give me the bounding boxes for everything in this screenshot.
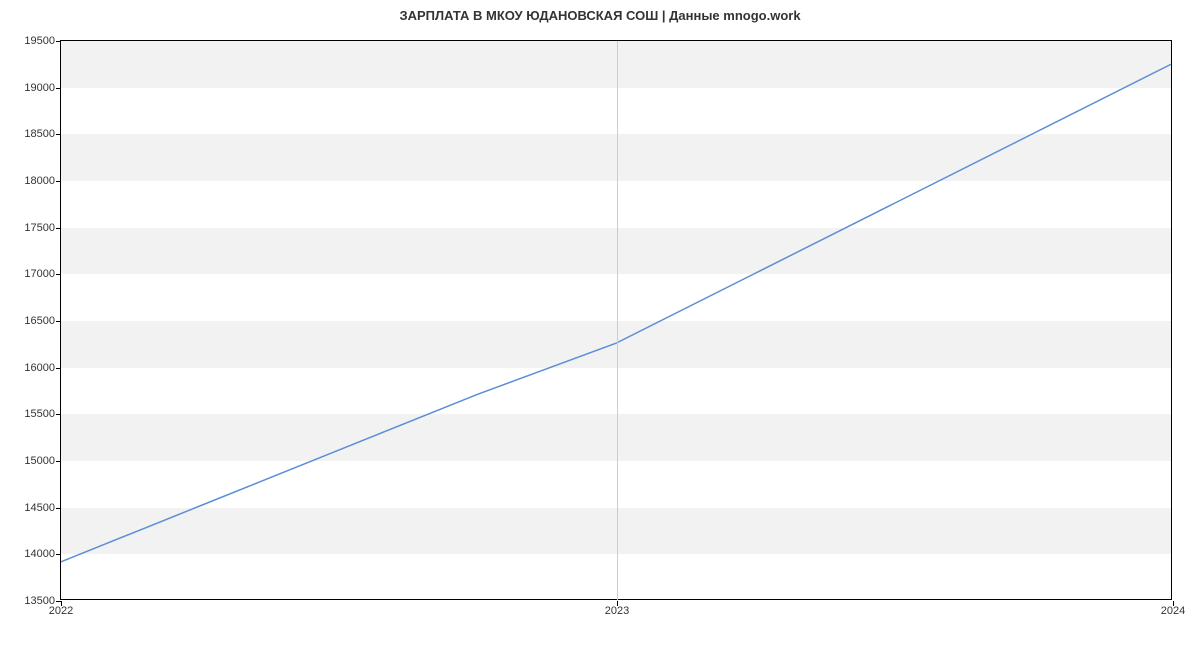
x-tick-mark [1173,601,1174,606]
y-tick-label: 15000 [24,455,55,467]
y-tick-mark [56,508,61,509]
y-tick-label: 19500 [24,35,55,47]
x-tick-mark [61,601,62,606]
y-tick-mark [56,554,61,555]
y-tick-mark [56,181,61,182]
chart-title: ЗАРПЛАТА В МКОУ ЮДАНОВСКАЯ СОШ | Данные … [0,8,1200,23]
y-tick-label: 14000 [24,548,55,560]
y-tick-label: 17500 [24,222,55,234]
plot-area: 1350014000145001500015500160001650017000… [60,40,1172,600]
y-tick-mark [56,228,61,229]
y-tick-label: 16500 [24,315,55,327]
x-tick-label: 2023 [605,605,629,617]
x-tick-label: 2022 [49,605,73,617]
y-tick-mark [56,274,61,275]
y-tick-mark [56,461,61,462]
x-tick-mark [617,601,618,606]
y-tick-label: 16000 [24,362,55,374]
y-tick-label: 14500 [24,502,55,514]
y-tick-mark [56,134,61,135]
y-tick-mark [56,41,61,42]
y-tick-mark [56,414,61,415]
y-tick-mark [56,321,61,322]
y-tick-mark [56,88,61,89]
y-tick-mark [56,368,61,369]
y-tick-label: 18500 [24,128,55,140]
x-gridline [617,41,618,601]
series-line-salary [61,64,1171,562]
line-layer [61,41,1171,599]
y-tick-label: 18000 [24,175,55,187]
salary-chart: ЗАРПЛАТА В МКОУ ЮДАНОВСКАЯ СОШ | Данные … [0,0,1200,650]
y-tick-label: 15500 [24,408,55,420]
x-tick-label: 2024 [1161,605,1185,617]
y-tick-label: 19000 [24,82,55,94]
y-tick-label: 17000 [24,268,55,280]
